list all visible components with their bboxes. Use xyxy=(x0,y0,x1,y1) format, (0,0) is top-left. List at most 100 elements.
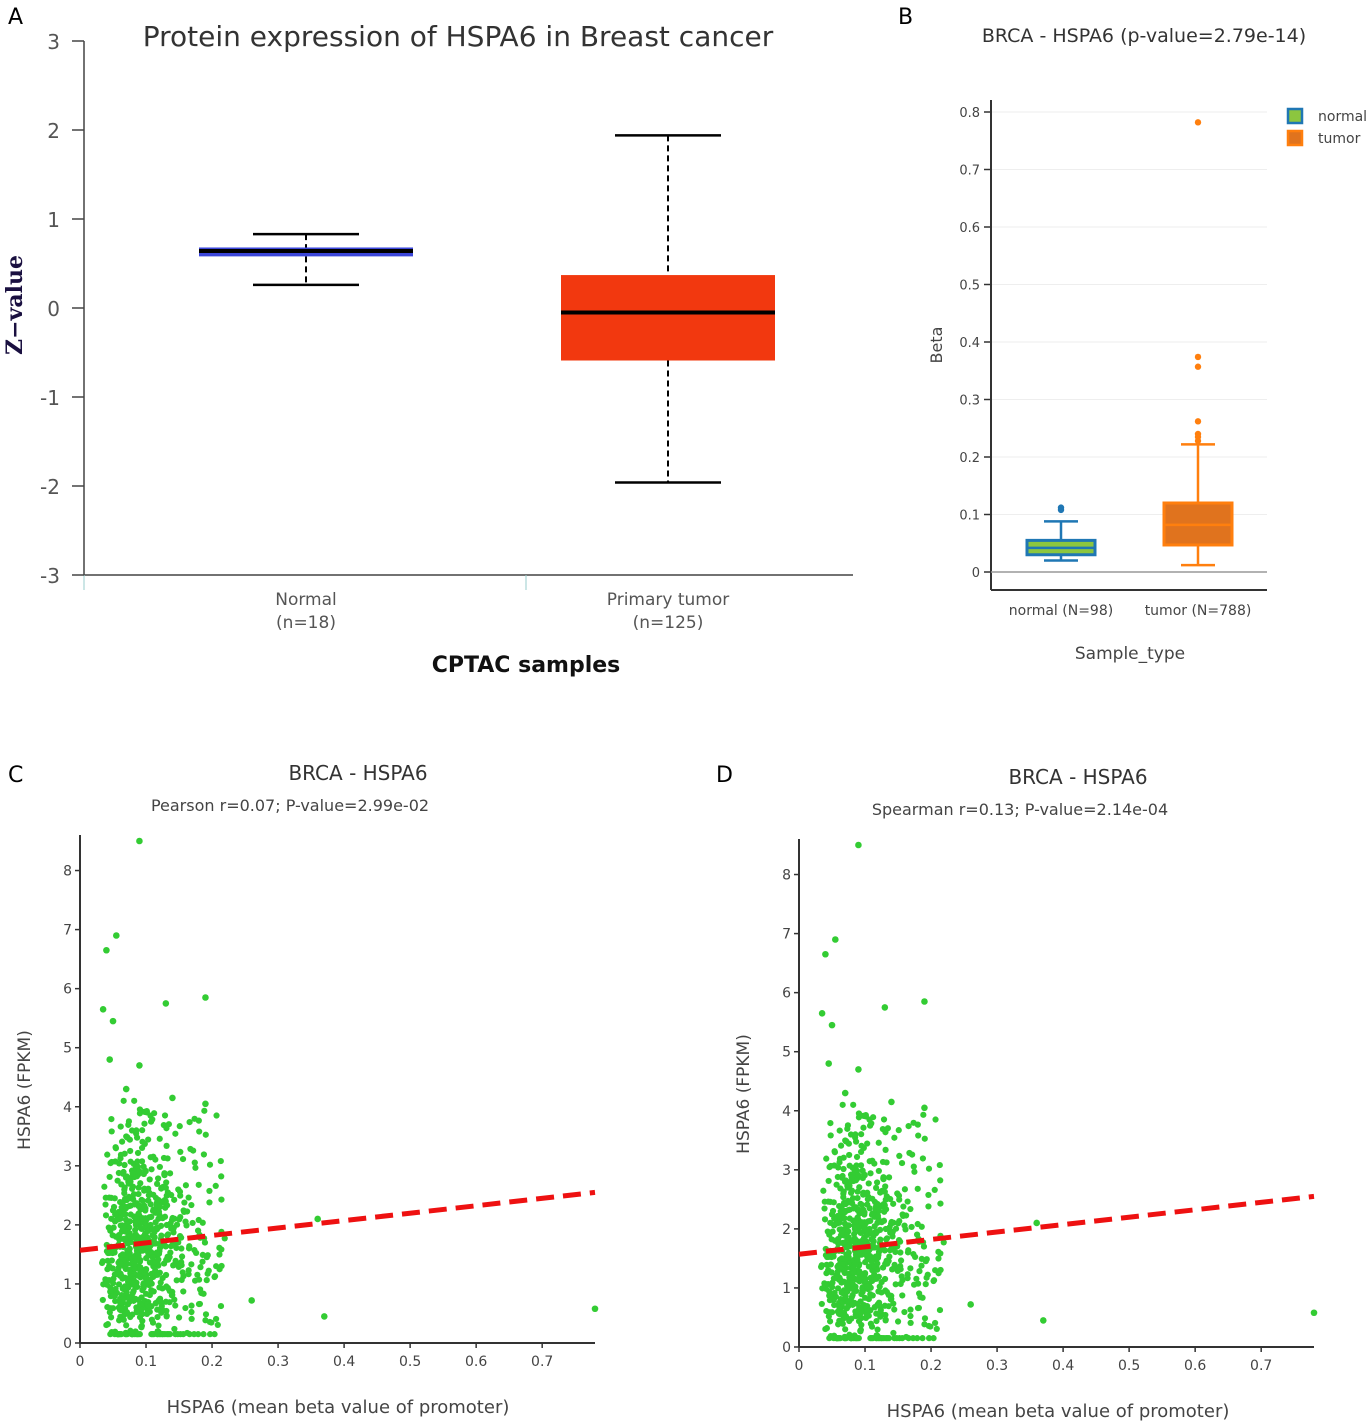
b-y-tick-label: 0.7 xyxy=(959,164,980,179)
c-scatter-point xyxy=(163,1221,170,1229)
d-scatter-point xyxy=(869,1195,876,1202)
d-scatter-point xyxy=(1033,1219,1040,1227)
c-scatter-point xyxy=(136,1062,143,1069)
c-scatter-point xyxy=(213,1315,220,1323)
c-scatter-point xyxy=(161,1112,169,1119)
d-scatter-point xyxy=(936,1161,943,1169)
c-scatter-point xyxy=(158,1232,165,1239)
d-scatter-point xyxy=(932,1319,939,1327)
d-scatter-point xyxy=(868,1258,875,1265)
c-scatter-point xyxy=(125,1278,132,1285)
c-scatter-point xyxy=(162,1243,169,1250)
panel-a-group1-label: Normal xyxy=(275,590,337,610)
c-scatter-point xyxy=(121,1161,128,1169)
d-scatter-point xyxy=(827,1198,834,1205)
c-scatter-point xyxy=(122,1205,130,1212)
c-scatter-point xyxy=(139,1317,146,1325)
c-scatter-point xyxy=(218,1196,225,1203)
c-scatter-point xyxy=(109,1305,117,1312)
c-scatter-point xyxy=(188,1315,195,1323)
d-scatter-point xyxy=(859,1167,866,1174)
d-scatter-point xyxy=(967,1301,974,1308)
c-scatter-point xyxy=(172,1257,179,1264)
c-scatter-point xyxy=(120,1316,127,1323)
c-scatter-point xyxy=(188,1308,195,1316)
d-scatter-point xyxy=(875,1167,882,1175)
c-scatter-point xyxy=(155,1175,162,1182)
c-x-tick-label: 0.2 xyxy=(201,1354,223,1370)
c-scatter-point xyxy=(151,1110,158,1117)
d-scatter-point xyxy=(853,1153,861,1161)
c-scatter-point xyxy=(110,1275,117,1282)
d-scatter-point xyxy=(851,1230,858,1238)
b-y-tick-label: 0.4 xyxy=(959,336,980,351)
d-scatter-point xyxy=(855,1066,862,1073)
c-scatter-point xyxy=(211,1331,218,1338)
c-scatter-point xyxy=(124,1240,132,1247)
c-scatter-point xyxy=(104,1257,111,1264)
d-scatter-point xyxy=(860,1112,867,1119)
c-scatter-point xyxy=(123,1322,130,1329)
d-scatter-point xyxy=(885,1335,893,1342)
c-scatter-point xyxy=(148,1287,155,1294)
c-scatter-point xyxy=(161,1171,168,1178)
d-scatter-point xyxy=(833,1181,840,1188)
d-scatter-point xyxy=(846,1162,853,1169)
panel-c-plot: 0 1 2 3 4 5 6 7 8 0 0.1 0.2 0.3 0.4 0.5 0.6 0.7 xyxy=(63,835,599,1370)
c-scatter-point xyxy=(173,1277,180,1284)
d-scatter-point xyxy=(835,1310,843,1317)
d-scatter-point xyxy=(821,1216,829,1223)
d-scatter-point xyxy=(932,1116,939,1123)
c-scatter-point xyxy=(183,1222,190,1229)
d-scatter-point xyxy=(935,1270,942,1277)
d-scatter-point xyxy=(921,998,928,1005)
d-scatter-point xyxy=(864,1201,871,1208)
c-scatter-point xyxy=(135,1190,142,1198)
c-scatter-point xyxy=(199,1258,206,1265)
c-scatter-point xyxy=(133,1134,141,1141)
c-scatter-point xyxy=(127,1158,134,1165)
c-scatter-point xyxy=(134,1331,141,1338)
d-scatter-point xyxy=(836,1303,843,1310)
d-scatter-point xyxy=(891,1261,898,1268)
c-y-tick-label: 4 xyxy=(63,1100,72,1116)
d-scatter-point xyxy=(865,1180,872,1187)
c-scatter-point xyxy=(170,1229,177,1236)
d-scatter-point xyxy=(895,1265,903,1272)
d-scatter-point xyxy=(837,1142,845,1149)
c-scatter-point xyxy=(135,1210,142,1217)
d-scatter-point xyxy=(925,1165,933,1172)
d-scatter-point xyxy=(874,1179,881,1186)
panel-a-title: Protein expression of HSPA6 in Breast ca… xyxy=(143,20,774,53)
d-x-tick-label: 0.2 xyxy=(920,1358,942,1374)
d-scatter-point xyxy=(848,1174,855,1181)
c-scatter-point xyxy=(154,1313,161,1321)
c-scatter-point xyxy=(134,1283,141,1291)
c-scatter-point xyxy=(188,1302,195,1309)
d-scatter-point xyxy=(836,1203,843,1210)
c-scatter-point xyxy=(149,1226,156,1233)
c-scatter-point xyxy=(113,932,120,939)
d-scatter-point xyxy=(875,1273,882,1280)
c-scatter-point xyxy=(130,1234,137,1241)
panel-a-letter: A xyxy=(8,5,23,30)
d-scatter-point xyxy=(907,1205,914,1213)
d-scatter-point xyxy=(820,1187,827,1194)
d-scatter-point xyxy=(867,1335,874,1342)
c-scatter-point xyxy=(119,1251,126,1258)
c-scatter-point xyxy=(155,1322,162,1329)
d-scatter-point xyxy=(838,1255,845,1262)
panel-d-title: BRCA - HSPA6 xyxy=(1008,765,1147,789)
c-scatter-point xyxy=(171,1196,178,1203)
c-scatter-point xyxy=(121,1184,128,1191)
d-scatter-point xyxy=(821,1205,828,1212)
d-scatter-point xyxy=(924,1271,931,1278)
d-scatter-point xyxy=(854,1276,862,1284)
c-scatter-point xyxy=(176,1261,184,1268)
panel-b-ylabel: Beta xyxy=(927,327,946,364)
d-scatter-point xyxy=(874,1254,882,1261)
d-scatter-point xyxy=(915,1132,922,1139)
panel-a-group2-n: (n=125) xyxy=(633,613,704,633)
d-scatter-point xyxy=(846,1215,853,1222)
